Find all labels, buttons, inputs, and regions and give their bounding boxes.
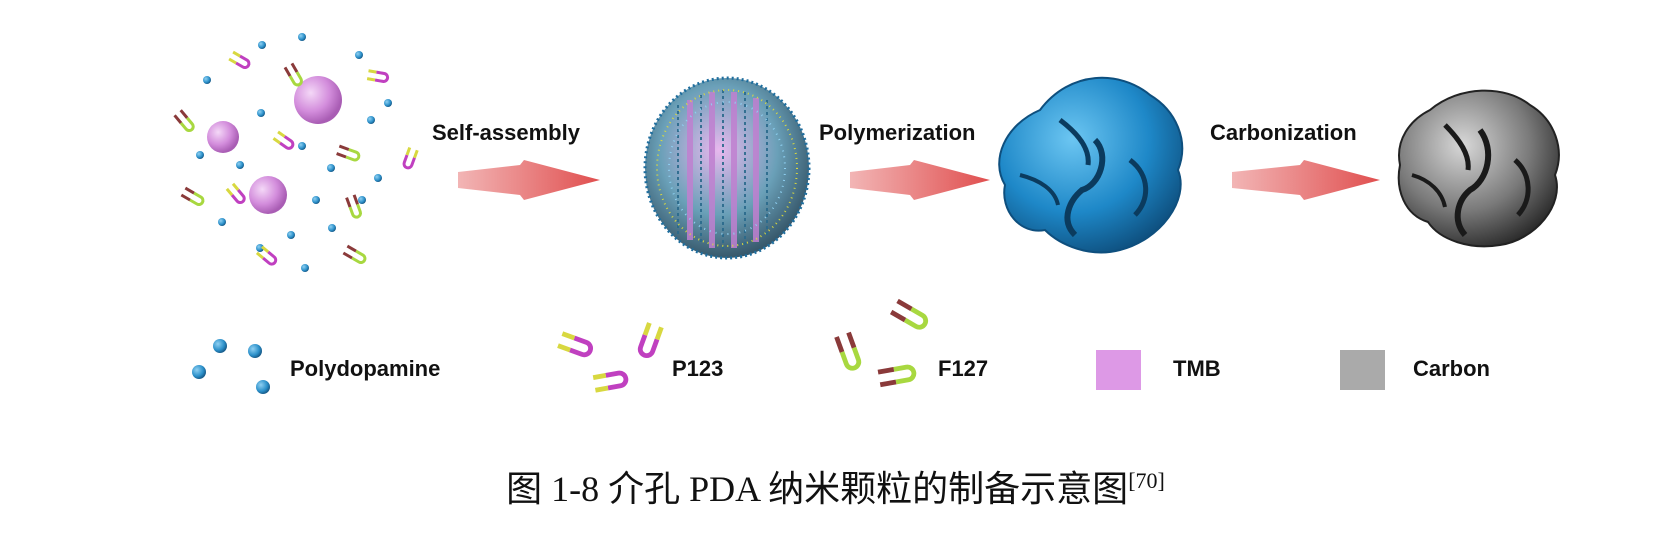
tmb-droplet: [207, 121, 239, 153]
step-label-self-assembly: Self-assembly: [432, 120, 581, 145]
carbon-square-icon: [1340, 350, 1385, 390]
step-label-polymerization: Polymerization: [819, 120, 975, 145]
figure-caption: 图 1-8 介孔 PDA 纳米颗粒的制备示意图[70]: [0, 460, 1671, 512]
tmb-droplet: [294, 76, 342, 124]
mesoporous-carbon-particle: [1397, 89, 1560, 248]
mesoporous-pda-particle: [998, 76, 1184, 254]
polydopamine-spheres-icon: [192, 339, 270, 394]
legend-label-polydopamine: Polydopamine: [290, 356, 440, 381]
f127-surfactant-icon: [837, 301, 929, 385]
caption-text: 图 1-8 介孔 PDA 纳米颗粒的制备示意图: [506, 469, 1129, 509]
arrow-self-assembly: [458, 160, 600, 200]
legend-label-carbon: Carbon: [1413, 356, 1490, 381]
legend: Polydopamine P123 F127 TMB Carbon: [192, 301, 1490, 394]
step-label-carbonization: Carbonization: [1210, 120, 1357, 145]
arrow-polymerization: [850, 160, 990, 200]
surfactant-molecules: [173, 50, 419, 268]
p123-surfactant-icon: [558, 323, 661, 390]
legend-label-tmb: TMB: [1173, 356, 1221, 381]
caption-reference: [70]: [1128, 468, 1165, 493]
arrow-carbonization: [1232, 160, 1380, 200]
tmb-square-icon: [1096, 350, 1141, 390]
legend-label-f127: F127: [938, 356, 988, 381]
legend-label-p123: P123: [672, 356, 723, 381]
micelle-assembly: [643, 76, 811, 260]
tmb-droplet: [249, 176, 287, 214]
polydopamine-dots: [196, 33, 392, 272]
mixture-panel: [173, 33, 419, 272]
